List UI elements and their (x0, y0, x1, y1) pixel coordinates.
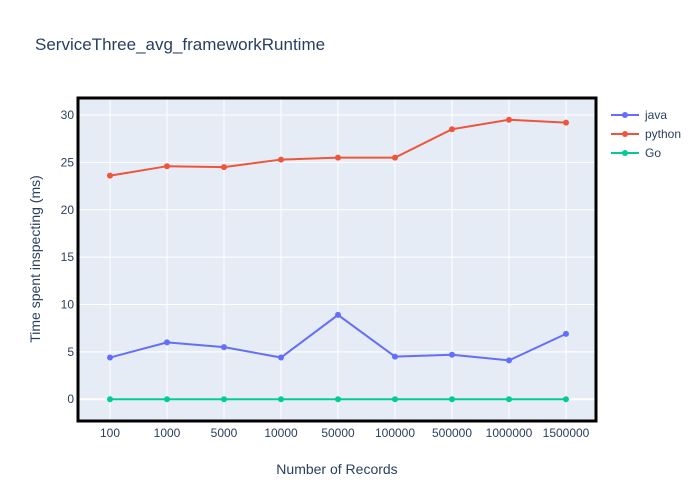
legend-label: java (644, 108, 667, 122)
chart-title: ServiceThree_avg_frameworkRuntime (35, 35, 325, 54)
data-point-go[interactable] (449, 396, 455, 403)
data-point-go[interactable] (221, 396, 227, 403)
y-tick-label: 0 (67, 392, 74, 406)
data-point-go[interactable] (107, 396, 113, 403)
legend-item-go[interactable]: Go (611, 146, 661, 160)
data-point-go[interactable] (278, 396, 284, 403)
plot-area (78, 98, 596, 421)
data-point-java[interactable] (278, 354, 284, 361)
x-tick-label: 1500000 (543, 426, 590, 440)
y-tick-label: 25 (61, 155, 75, 169)
data-point-java[interactable] (449, 351, 455, 358)
data-point-java[interactable] (392, 353, 398, 360)
y-tick-label: 10 (61, 297, 75, 311)
y-tick-label: 20 (61, 203, 75, 217)
data-point-python[interactable] (335, 154, 341, 161)
data-point-python[interactable] (563, 119, 569, 126)
data-point-java[interactable] (335, 311, 341, 318)
legend-label: Go (645, 146, 661, 160)
data-point-go[interactable] (164, 396, 170, 403)
data-point-go[interactable] (563, 396, 569, 403)
legend[interactable]: java python Go (611, 108, 681, 160)
data-point-python[interactable] (449, 126, 455, 133)
legend-item-java[interactable]: java (611, 108, 667, 122)
y-tick-label: 30 (61, 108, 75, 122)
x-tick-label: 1000 (154, 426, 181, 440)
legend-item-python[interactable]: python (611, 127, 681, 141)
data-point-java[interactable] (563, 330, 569, 337)
y-axis-ticks: 0 5 10 15 20 25 30 (61, 108, 75, 406)
x-tick-label: 100000 (375, 426, 415, 440)
data-point-python[interactable] (506, 116, 512, 123)
data-point-python[interactable] (107, 172, 113, 179)
data-point-java[interactable] (107, 354, 113, 361)
legend-swatch-marker (622, 150, 628, 156)
data-point-python[interactable] (392, 154, 398, 161)
data-point-python[interactable] (278, 156, 284, 163)
x-tick-label: 5000 (211, 426, 238, 440)
y-tick-label: 15 (61, 250, 75, 264)
legend-label: python (645, 127, 681, 141)
x-axis-ticks: 100 1000 5000 10000 50000 100000 500000 1000000… (100, 426, 590, 440)
data-point-python[interactable] (164, 163, 170, 170)
legend-swatch-marker (622, 131, 628, 137)
x-tick-label: 50000 (321, 426, 355, 440)
data-point-java[interactable] (506, 357, 512, 364)
x-axis-label: Number of Records (276, 461, 397, 477)
data-point-go[interactable] (392, 396, 398, 403)
data-point-java[interactable] (221, 344, 227, 351)
data-point-java[interactable] (164, 339, 170, 346)
series-group (107, 116, 569, 403)
y-tick-label: 5 (67, 345, 74, 359)
y-axis-label: Time spent inspecting (ms) (27, 175, 43, 343)
data-point-go[interactable] (335, 396, 341, 403)
plot-frame (76, 96, 598, 423)
x-tick-label: 10000 (264, 426, 298, 440)
data-point-go[interactable] (506, 396, 512, 403)
x-tick-label: 100 (100, 426, 120, 440)
x-tick-label: 500000 (432, 426, 472, 440)
data-point-python[interactable] (221, 164, 227, 171)
x-tick-label: 1000000 (486, 426, 533, 440)
legend-swatch-marker (622, 112, 628, 118)
